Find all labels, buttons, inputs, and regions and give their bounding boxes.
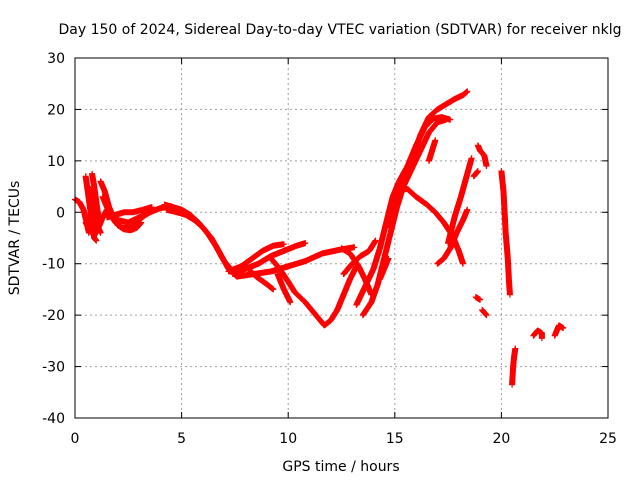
- x-tick-label: 10: [279, 431, 297, 447]
- grid-layer: [75, 58, 608, 418]
- tick-layer: 0 5 10 15 20 25 -40 -30 -20 -10 0 10 20 30: [42, 51, 617, 447]
- data-track: [551, 322, 567, 339]
- y-tick-label: -10: [42, 257, 65, 273]
- y-tick-label: 0: [56, 205, 65, 221]
- data-track: [383, 88, 471, 231]
- x-axis-label: GPS time / hours: [282, 459, 399, 475]
- data-track: [376, 255, 392, 283]
- data-track: [470, 168, 481, 180]
- data-track: [498, 168, 513, 298]
- data-track: [340, 237, 379, 277]
- plot-frame: [74, 57, 609, 419]
- data-track: [472, 294, 484, 303]
- x-tick-label: 5: [177, 431, 186, 447]
- data-track: [530, 327, 545, 342]
- y-tick-label: 20: [47, 102, 65, 118]
- data-track: [242, 263, 277, 293]
- x-tick-label: 0: [71, 431, 80, 447]
- data-track: [396, 186, 466, 267]
- y-tick-label: 30: [47, 51, 65, 67]
- data-track: [274, 271, 294, 306]
- data-track: [425, 137, 439, 164]
- data-track: [268, 255, 360, 329]
- y-axis-label: SDTVAR / TECUs: [7, 181, 23, 296]
- data-track: [104, 204, 155, 221]
- data-track: [434, 206, 471, 267]
- data-track: [479, 307, 490, 319]
- data-track: [474, 142, 490, 169]
- y-tick-label: -20: [42, 308, 65, 324]
- x-tick-label: 15: [386, 431, 404, 447]
- x-tick-label: 20: [492, 431, 510, 447]
- data-track: [89, 170, 102, 221]
- data-track: [353, 114, 454, 308]
- data-track: [445, 155, 475, 247]
- data-track: [509, 345, 519, 388]
- data-layer: [72, 88, 567, 388]
- data-track: [82, 206, 110, 239]
- x-tick-label: 25: [599, 431, 617, 447]
- y-tick-label: -40: [42, 411, 65, 427]
- y-tick-label: -30: [42, 360, 65, 376]
- data-track: [225, 241, 287, 275]
- y-tick-label: 10: [47, 154, 65, 170]
- chart-title: Day 150 of 2024, Sidereal Day-to-day VTE…: [59, 22, 622, 38]
